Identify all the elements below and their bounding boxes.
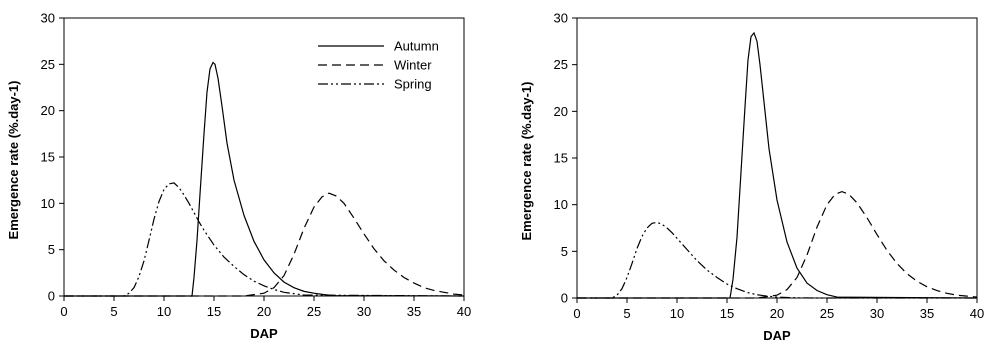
x-tick-label: 20 xyxy=(770,306,784,321)
y-tick-label: 25 xyxy=(41,57,55,72)
y-axis-title: Emergence rate (%.day-1) xyxy=(519,82,534,241)
x-tick-label: 10 xyxy=(157,304,171,319)
x-tick-label: 0 xyxy=(573,306,580,321)
legend-label: Spring xyxy=(394,77,432,92)
y-tick-label: 20 xyxy=(554,104,568,119)
y-tick-label: 5 xyxy=(561,244,568,259)
x-tick-label: 15 xyxy=(720,306,734,321)
x-tick-label: 20 xyxy=(257,304,271,319)
series-line-dash-dot-dot xyxy=(577,221,977,299)
x-axis-title: DAP xyxy=(250,326,278,341)
series-line-dash-dot-dot xyxy=(64,182,465,297)
y-tick-label: 25 xyxy=(554,57,568,72)
x-tick-label: 40 xyxy=(457,304,471,319)
series-line-solid xyxy=(577,31,978,299)
y-axis-title: Emergence rate (%.day-1) xyxy=(6,81,21,240)
y-tick-label: 20 xyxy=(41,103,55,118)
chart-panel-right: 0 5 10 15 20 25 30 35 40 0 5 10 15 20 25 30 DAP Emergence… xyxy=(519,11,984,344)
x-tick-label: 5 xyxy=(623,306,630,321)
x-tick-label: 15 xyxy=(207,304,221,319)
legend-label: Winter xyxy=(394,58,432,73)
x-tick-label: 25 xyxy=(820,306,834,321)
series-line-solid xyxy=(64,61,465,297)
y-tick-label: 10 xyxy=(41,196,55,211)
x-tick-label: 35 xyxy=(920,306,934,321)
series-line-dashed xyxy=(577,190,978,299)
x-axis-title: DAP xyxy=(763,328,791,343)
y-tick-label: 0 xyxy=(561,291,568,306)
x-tick-label: 0 xyxy=(60,304,67,319)
y-tick-label: 5 xyxy=(48,242,55,257)
x-tick-label: 40 xyxy=(970,306,984,321)
x-tick-label: 25 xyxy=(307,304,321,319)
legend-label: Autumn xyxy=(394,39,439,54)
y-tick-label: 0 xyxy=(48,289,55,304)
plot-frame xyxy=(576,17,978,299)
y-tick-label: 30 xyxy=(41,11,55,26)
y-tick-label: 30 xyxy=(554,11,568,26)
x-tick-label: 35 xyxy=(407,304,421,319)
y-tick-label: 15 xyxy=(41,150,55,165)
legend: Autumn Winter Spring xyxy=(318,39,439,92)
chart-panel-left: 0 5 10 15 20 25 30 35 40 0 5 10 15 20 25 30 DAP Emergence… xyxy=(6,11,471,342)
y-tick-label: 15 xyxy=(554,151,568,166)
x-tick-label: 30 xyxy=(870,306,884,321)
x-tick-label: 5 xyxy=(110,304,117,319)
x-tick-label: 10 xyxy=(670,306,684,321)
x-tick-label: 30 xyxy=(357,304,371,319)
series-line-dashed xyxy=(64,192,465,297)
y-tick-label: 10 xyxy=(554,197,568,212)
